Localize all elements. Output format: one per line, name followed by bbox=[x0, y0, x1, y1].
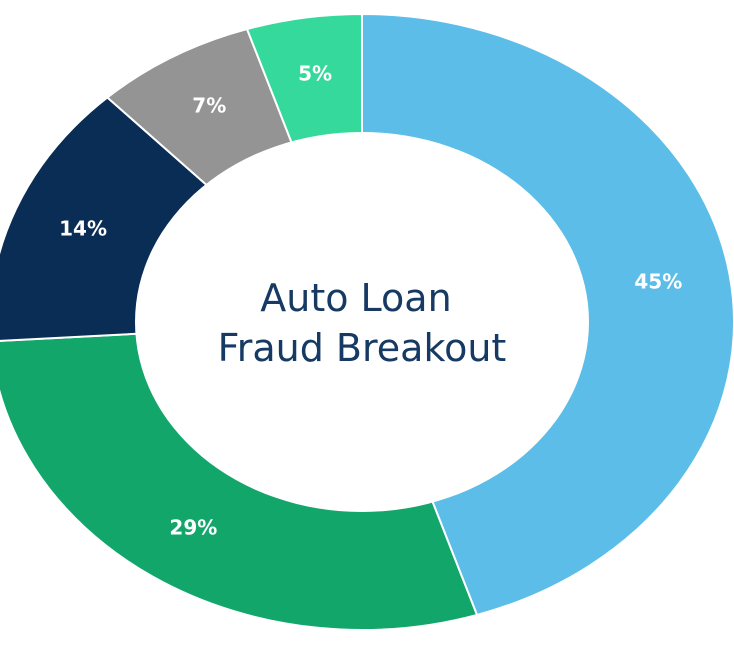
slice-label-14: 14% bbox=[59, 216, 107, 240]
center-title-line-1: Auto Loan bbox=[260, 276, 451, 320]
center-title: Auto Loan Fraud Breakout bbox=[218, 276, 507, 370]
slice-label-5: 5% bbox=[298, 62, 332, 86]
slice-label-7: 7% bbox=[192, 93, 226, 117]
center-title-line-2: Fraud Breakout bbox=[218, 326, 507, 370]
center-hole bbox=[135, 132, 589, 512]
slice-label-45: 45% bbox=[634, 269, 682, 293]
labels-layer: 45% 29% 14% 7% 5% bbox=[59, 62, 682, 540]
slice-label-29: 29% bbox=[169, 515, 217, 539]
